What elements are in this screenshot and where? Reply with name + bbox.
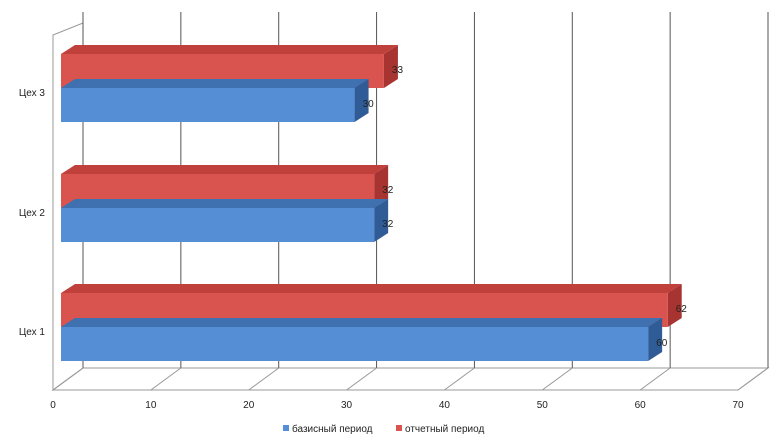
bar-top	[61, 165, 389, 174]
legend-label: базисный период	[292, 423, 373, 435]
category-label: Цех 3	[19, 88, 46, 99]
x-tick-label: 10	[145, 400, 157, 411]
bar	[61, 208, 375, 242]
bar-top	[61, 79, 369, 88]
bar-side	[374, 199, 389, 242]
bar-side	[648, 318, 663, 361]
bar-top	[61, 284, 682, 293]
data-label: 32	[382, 219, 394, 230]
floor	[51, 367, 770, 391]
data-label: 62	[676, 304, 688, 315]
legend-label: отчетный период	[405, 424, 484, 435]
labels: 0 10 20 30 40 50 60 70 Цех 1 62 60 Цех 2 32 32 Цех 3 33…	[19, 65, 744, 411]
bar-top	[61, 318, 663, 327]
bar	[61, 327, 649, 361]
bar-side	[383, 45, 398, 88]
floor-gridline	[150, 367, 182, 391]
bars	[61, 45, 682, 361]
x-tick-label: 40	[439, 400, 451, 411]
x-tick-label: 60	[635, 400, 647, 411]
x-tick-label: 70	[732, 400, 744, 411]
bar-side	[374, 165, 389, 208]
floor-gridline	[248, 367, 280, 391]
bar-side	[354, 79, 369, 122]
data-label: 30	[363, 99, 375, 110]
floor-gridline	[346, 367, 377, 391]
floor-gridline	[52, 367, 84, 391]
floor-gridline	[639, 367, 671, 391]
bar-top	[61, 45, 398, 54]
legend-swatch	[283, 425, 289, 431]
data-label: 33	[392, 65, 404, 76]
legend: базисный период отчетный период	[283, 423, 484, 435]
x-tick-label: 20	[243, 400, 255, 411]
floor-gridline	[737, 367, 769, 391]
bar-top	[61, 199, 389, 208]
category-label: Цех 1	[19, 327, 46, 338]
category-label: Цех 2	[19, 208, 46, 219]
floor-gridline	[541, 367, 573, 391]
x-tick-label: 0	[50, 400, 56, 411]
data-label: 60	[656, 338, 668, 349]
bar-side	[667, 284, 682, 327]
x-tick-label: 30	[341, 400, 353, 411]
legend-swatch	[396, 425, 402, 431]
x-tick-label: 50	[537, 400, 549, 411]
bar	[61, 88, 355, 122]
data-label: 32	[382, 185, 394, 196]
floor-gridline	[444, 367, 475, 391]
